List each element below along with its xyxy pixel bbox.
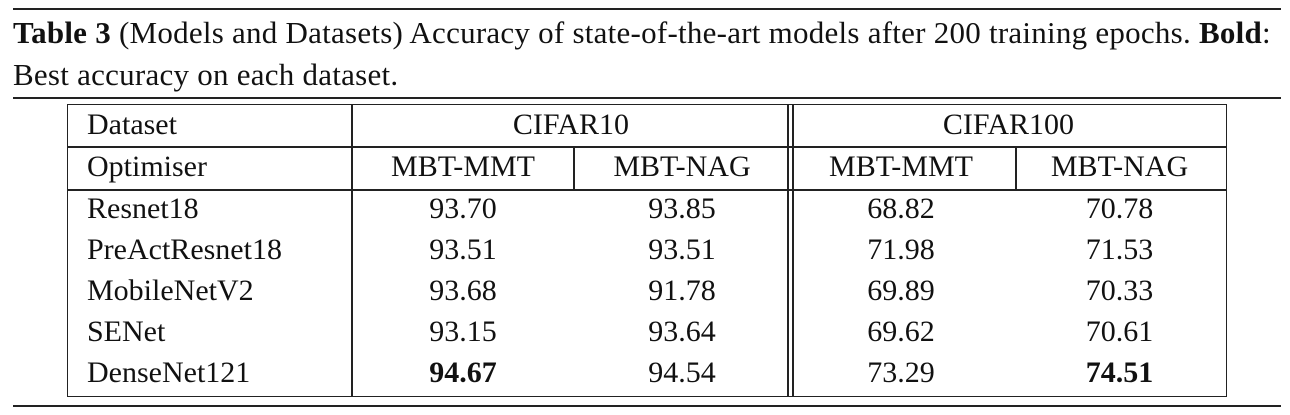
model-name: Resnet18 [87,191,199,225]
caption-text-part2: : Best accuracy on each dataset. [13,15,1271,92]
accuracy-cell: 70.78 [1085,191,1154,225]
column-divider [1015,146,1017,190]
header-divider [67,189,1227,191]
optimiser-header-cell: MBT-MMT [829,150,973,183]
accuracy-cell: 69.62 [867,314,935,348]
column-divider [787,104,789,397]
optimiser-header-cell: MBT-NAG [1050,150,1189,183]
column-divider [351,104,353,397]
accuracy-cell: 93.70 [429,191,497,225]
optimiser-header-cell: MBT-MMT [391,150,535,183]
accuracy-cell: 94.54 [648,355,716,389]
table-row: Resnet18 93.70 93.85 68.82 70.78 [67,188,1227,229]
accuracy-cell: 70.61 [1085,314,1154,348]
table-row: PreActResnet18 93.51 93.51 71.98 71.53 [67,229,1227,270]
header-row-optimiser: Optimiser MBT-MMT MBT-NAG MBT-MMT MBT-NA… [67,146,1227,188]
top-rule [13,8,1281,10]
results-table: Dataset CIFAR10 CIFAR100 Optimiser MBT-M… [67,104,1227,393]
accuracy-cell: 93.64 [648,314,716,348]
header-divider [67,146,1227,148]
accuracy-cell: 71.53 [1085,232,1154,266]
model-name: SENet [87,314,166,348]
accuracy-cell: 91.78 [648,273,716,307]
table-row: SENet 93.15 93.64 69.62 70.61 [67,311,1227,352]
accuracy-cell: 94.67 [429,355,497,389]
accuracy-cell: 68.82 [867,191,935,225]
table-row: DenseNet121 94.67 94.54 73.29 74.51 [67,352,1227,393]
column-divider [573,146,575,190]
accuracy-cell: 93.15 [429,314,497,348]
optimiser-header-cell: MBT-NAG [613,150,751,183]
dataset-cifar100-header: CIFAR100 [942,108,1075,141]
accuracy-cell: 73.29 [867,355,935,389]
header-row-dataset: Dataset CIFAR10 CIFAR100 [67,104,1227,146]
bottom-rule [13,405,1281,407]
accuracy-cell: 93.85 [648,191,716,225]
accuracy-cell: 93.51 [648,232,716,266]
accuracy-cell: 69.89 [867,273,935,307]
caption-table-label: Table 3 [13,15,111,50]
accuracy-cell: 70.33 [1085,273,1154,307]
caption-text-part1: (Models and Datasets) Accuracy of state-… [110,15,1199,50]
caption-rule [13,97,1281,99]
column-divider [792,104,794,397]
dataset-header: Dataset [87,108,177,141]
dataset-cifar10-header: CIFAR10 [512,108,630,141]
caption-bold-label: Bold [1199,15,1263,50]
model-name: PreActResnet18 [87,232,282,266]
accuracy-cell: 93.51 [429,232,497,266]
accuracy-cell: 93.68 [429,273,497,307]
accuracy-cell: 74.51 [1085,355,1154,389]
accuracy-cell: 71.98 [867,232,935,266]
optimiser-header: Optimiser [87,150,207,183]
table-row: MobileNetV2 93.68 91.78 69.89 70.33 [67,270,1227,311]
table-caption: Table 3 (Models and Datasets) Accuracy o… [13,12,1281,96]
model-name: DenseNet121 [87,355,251,389]
model-name: MobileNetV2 [87,273,254,307]
